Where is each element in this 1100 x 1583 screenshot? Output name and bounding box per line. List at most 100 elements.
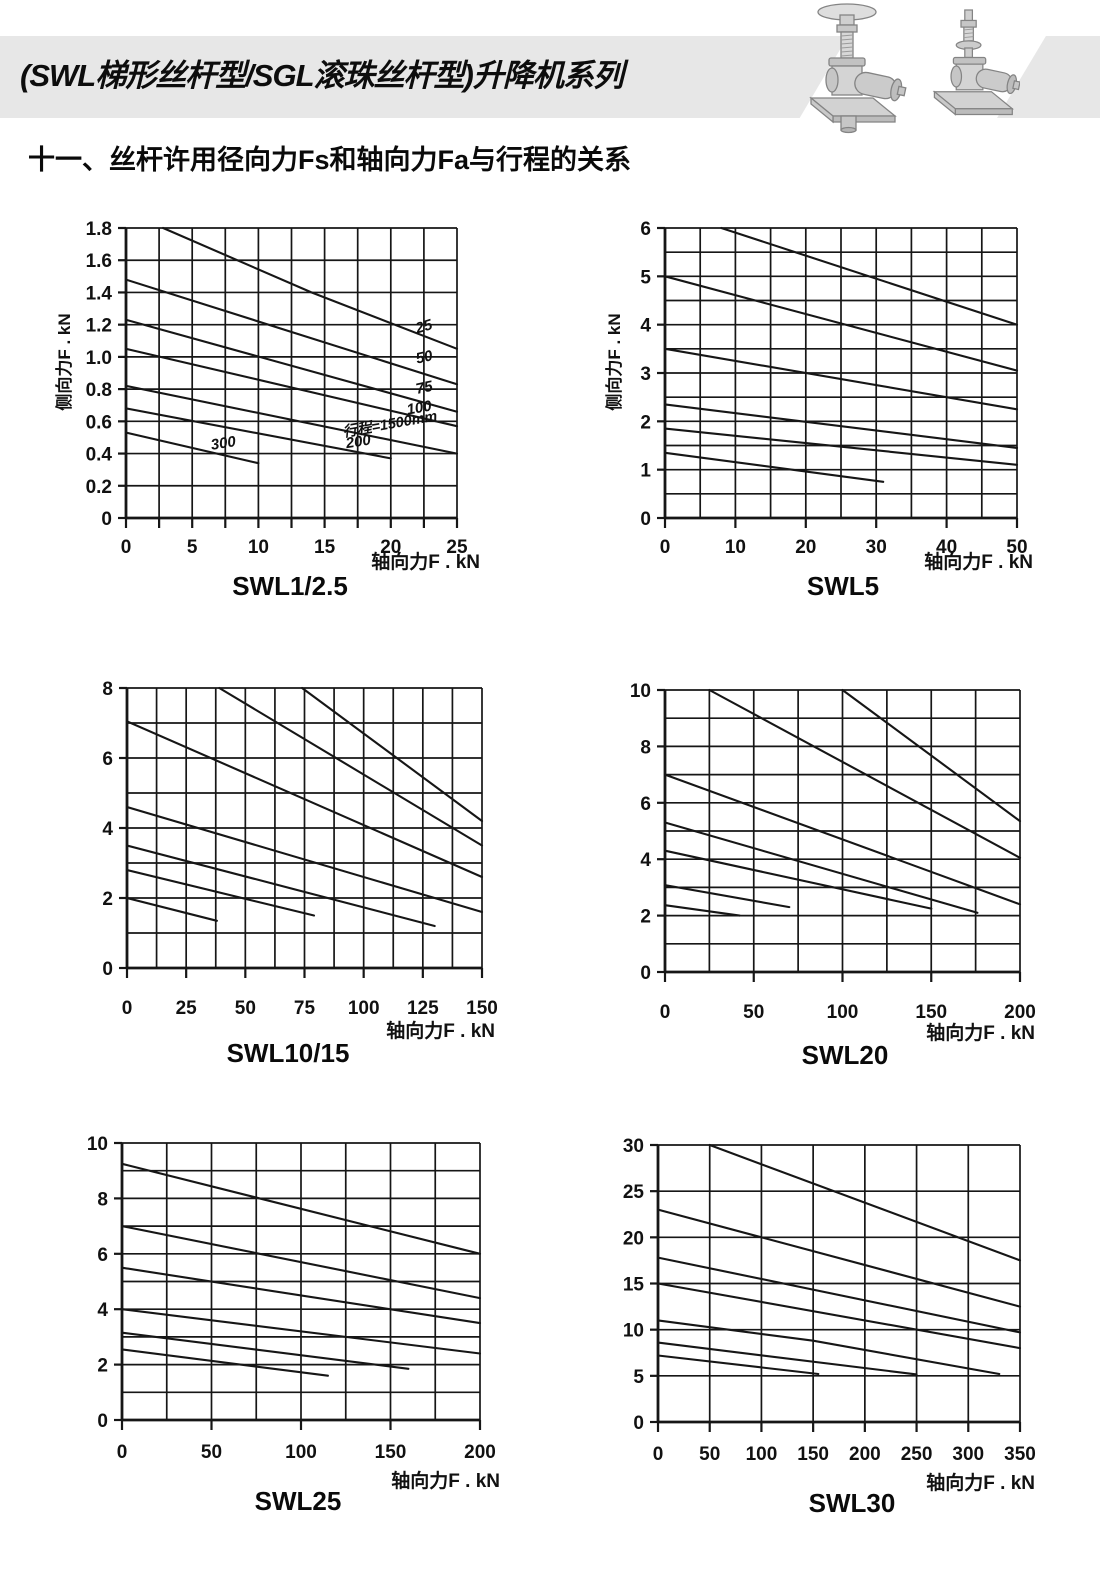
chart-swl1-2-5: 0 5 10 15 20 25 0 0.2 0.4 0.6 0.8 1.0 1.2 1.4 1.6 1.8 25… <box>86 219 468 558</box>
screw-jack-image-right <box>932 9 1020 116</box>
svg-text:2: 2 <box>97 1356 108 1377</box>
svg-text:15: 15 <box>623 1275 645 1296</box>
x-axis-title-swl20: 轴向力F . kN <box>926 1023 1035 1044</box>
svg-text:1.2: 1.2 <box>86 316 112 337</box>
svg-text:5: 5 <box>187 537 198 558</box>
svg-text:100: 100 <box>746 1444 778 1465</box>
svg-text:1.6: 1.6 <box>86 251 112 272</box>
svg-text:6: 6 <box>640 794 651 815</box>
chart-swl25: 0 50 100 150 200 0 2 4 6 8 10 <box>87 1134 496 1463</box>
svg-text:75: 75 <box>294 998 316 1019</box>
svg-text:25: 25 <box>412 316 435 338</box>
svg-text:150: 150 <box>915 1002 947 1023</box>
svg-text:0.4: 0.4 <box>86 445 113 466</box>
svg-text:200: 200 <box>849 1444 881 1465</box>
svg-text:50: 50 <box>414 347 435 367</box>
chart-title-swl10-15: SWL10/15 <box>226 1038 350 1068</box>
svg-text:50: 50 <box>699 1444 720 1465</box>
y-axis-title-swl5: 侧向力F . kN <box>605 313 624 411</box>
svg-text:25: 25 <box>623 1182 645 1203</box>
chart-title-swl20: SWL20 <box>801 1040 889 1070</box>
svg-text:20: 20 <box>380 537 401 558</box>
svg-text:0: 0 <box>633 1413 644 1434</box>
svg-text:0: 0 <box>121 537 132 558</box>
svg-text:1.4: 1.4 <box>86 283 113 304</box>
svg-text:2: 2 <box>640 907 651 928</box>
svg-text:30: 30 <box>623 1136 644 1157</box>
x-axis-title-swl10-15: 轴向力F . kN <box>386 1021 495 1042</box>
chart-swl20: 0 50 100 150 200 0 2 4 6 8 10 <box>630 681 1036 1023</box>
svg-text:10: 10 <box>725 537 746 558</box>
svg-text:4: 4 <box>97 1300 108 1321</box>
svg-text:1: 1 <box>640 461 651 482</box>
chart-swl10-15: 0 25 50 75 100 125 150 0 2 4 6 8 <box>102 679 498 1019</box>
svg-text:150: 150 <box>466 998 498 1019</box>
svg-text:3: 3 <box>640 364 651 385</box>
svg-text:250: 250 <box>901 1444 933 1465</box>
svg-text:6: 6 <box>640 219 651 240</box>
svg-text:0: 0 <box>97 1411 108 1432</box>
svg-text:125: 125 <box>407 998 439 1019</box>
svg-text:0: 0 <box>117 1442 128 1463</box>
svg-text:350: 350 <box>1004 1444 1036 1465</box>
svg-text:0: 0 <box>122 998 133 1019</box>
svg-text:300: 300 <box>210 433 238 454</box>
svg-text:50: 50 <box>1006 537 1027 558</box>
svg-text:1.0: 1.0 <box>86 348 112 369</box>
screw-jack-product-images <box>809 3 1020 134</box>
svg-text:4: 4 <box>102 819 113 840</box>
svg-text:300: 300 <box>952 1444 984 1465</box>
svg-text:40: 40 <box>936 537 957 558</box>
chart-title-swl1-2-5: SWL1/2.5 <box>232 571 348 601</box>
svg-text:6: 6 <box>97 1245 108 1266</box>
svg-text:0.8: 0.8 <box>86 380 112 401</box>
y-axis-title-swl1-2-5: 侧向力F . kN <box>55 313 74 411</box>
svg-text:10: 10 <box>248 537 269 558</box>
svg-text:25: 25 <box>446 537 468 558</box>
svg-text:2: 2 <box>640 412 651 433</box>
svg-text:50: 50 <box>235 998 256 1019</box>
chart-swl5: 0 10 20 30 40 50 0 1 2 3 4 5 6 <box>640 219 1027 558</box>
screw-jack-image-left <box>809 3 907 134</box>
svg-text:0: 0 <box>640 509 651 530</box>
svg-text:100: 100 <box>348 998 380 1019</box>
svg-text:5: 5 <box>633 1367 644 1388</box>
svg-text:100: 100 <box>827 1002 859 1023</box>
svg-text:0: 0 <box>660 537 671 558</box>
svg-text:25: 25 <box>176 998 198 1019</box>
svg-text:15: 15 <box>314 537 336 558</box>
svg-text:30: 30 <box>866 537 887 558</box>
svg-text:4: 4 <box>640 850 651 871</box>
svg-text:20: 20 <box>795 537 816 558</box>
x-axis-title-swl5: 轴向力F . kN <box>924 552 1033 573</box>
svg-text:10: 10 <box>87 1134 108 1155</box>
svg-text:75: 75 <box>414 378 434 398</box>
svg-text:200: 200 <box>1004 1002 1036 1023</box>
svg-text:4: 4 <box>640 316 651 337</box>
svg-text:0: 0 <box>640 963 651 984</box>
section-title: 十一、丝杆许用径向力Fs和轴向力Fa与行程的关系 <box>28 145 632 175</box>
svg-text:200: 200 <box>464 1442 496 1463</box>
chart-swl30: 0 50 100 150 200 250 300 350 0 5 10 15 20 25 30 <box>623 1136 1036 1465</box>
svg-text:0: 0 <box>101 509 112 530</box>
svg-text:1.8: 1.8 <box>86 219 112 240</box>
x-axis-title-swl1-2-5: 轴向力F . kN <box>371 552 480 573</box>
svg-text:0: 0 <box>102 959 113 980</box>
svg-text:8: 8 <box>640 737 651 758</box>
svg-text:100: 100 <box>405 397 433 418</box>
svg-text:20: 20 <box>623 1228 644 1249</box>
svg-text:200: 200 <box>344 431 373 452</box>
svg-text:2: 2 <box>102 889 113 910</box>
chart-title-swl25: SWL25 <box>254 1486 342 1516</box>
page-title: (SWL梯形丝杆型/SGL滚珠丝杆型)升降机系列 <box>20 58 624 93</box>
svg-text:0: 0 <box>653 1444 664 1465</box>
svg-text:100: 100 <box>285 1442 317 1463</box>
x-axis-title-swl25: 轴向力F . kN <box>391 1471 500 1492</box>
svg-text:8: 8 <box>97 1189 108 1210</box>
svg-text:10: 10 <box>630 681 651 702</box>
svg-text:8: 8 <box>102 679 113 700</box>
svg-text:10: 10 <box>623 1321 644 1342</box>
header-banner-band <box>0 36 848 118</box>
svg-text:5: 5 <box>640 267 651 288</box>
